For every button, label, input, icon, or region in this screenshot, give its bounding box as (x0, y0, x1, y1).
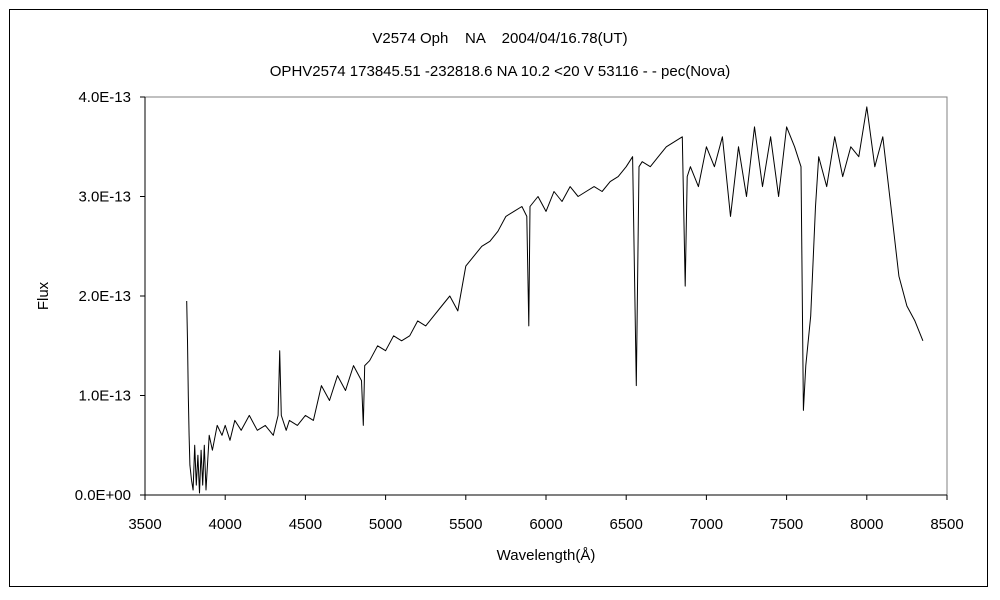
plot-area (144, 96, 948, 496)
chart-frame (9, 9, 988, 587)
x-tick-label: 3500 (128, 516, 161, 533)
x-tick-label: 8000 (850, 516, 883, 533)
spectrum-line (186, 106, 924, 494)
x-tick-label: 6500 (610, 516, 643, 533)
y-tick-label: 4.0E-13 (78, 89, 131, 106)
y-tick-label: 1.0E-13 (78, 388, 131, 405)
y-axis-label: Flux (35, 281, 52, 310)
x-tick-label: 7500 (770, 516, 803, 533)
y-tick-label: 2.0E-13 (78, 288, 131, 305)
x-tick-label: 4500 (289, 516, 322, 533)
x-tick-label: 8500 (930, 516, 963, 533)
ticks: 3500 4000 4500 5000 5500 6000 6500 7000 7500 8000… (75, 89, 964, 533)
x-tick-label: 5500 (449, 516, 482, 533)
x-tick-label: 7000 (690, 516, 723, 533)
x-axis-label: Wavelength(Å) (497, 547, 596, 564)
y-tick-label: 3.0E-13 (78, 189, 131, 206)
x-tick-label: 4000 (209, 516, 242, 533)
series-layer (186, 106, 924, 494)
x-tick-label: 5000 (369, 516, 402, 533)
y-tick-label: 0.0E+00 (75, 487, 131, 504)
chart-title: V2574 Oph NA 2004/04/16.78(UT) (372, 30, 628, 47)
chart-subtitle: OPHV2574 173845.51 -232818.6 NA 10.2 <20… (269, 63, 731, 80)
x-tick-label: 6000 (529, 516, 562, 533)
